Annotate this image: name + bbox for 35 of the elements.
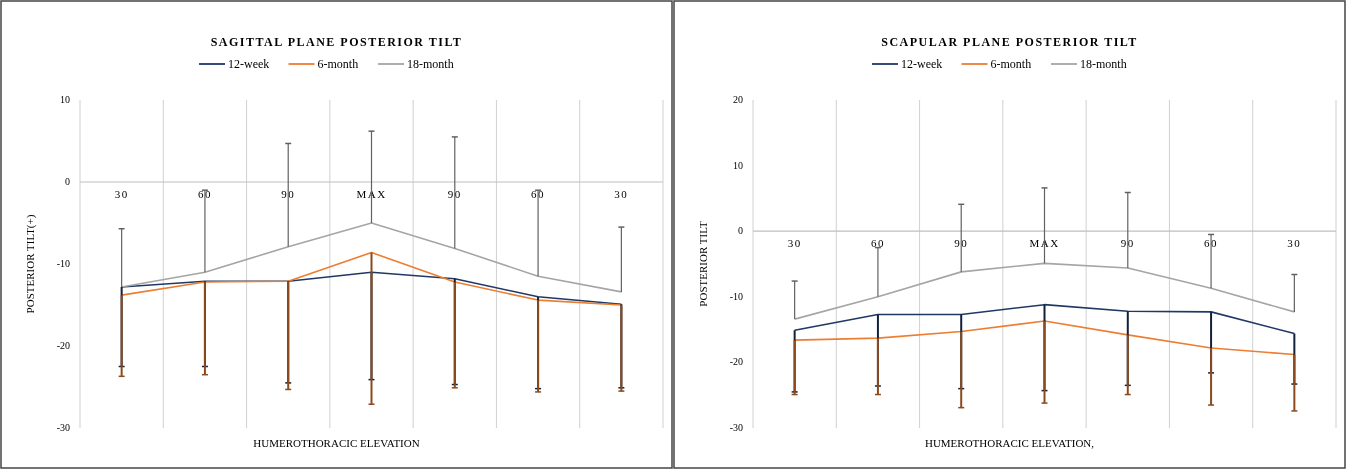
x-tick-label: 30 (787, 237, 802, 250)
x-tick-label: 60 (870, 237, 885, 250)
legend-label: 18-month (407, 57, 454, 71)
y-tick-label: -30 (56, 422, 70, 433)
x-tick-label: 30 (114, 188, 129, 200)
x-tick-label: 90 (447, 188, 462, 200)
legend-label: 18-month (1080, 57, 1127, 71)
y-tick-label: 10 (733, 159, 743, 171)
y-tick-label: -30 (729, 422, 743, 433)
y-tick-label: -20 (729, 356, 743, 368)
x-tick-label: 30 (1287, 237, 1302, 250)
y-tick-label: 0 (65, 176, 70, 187)
legend-label: 6-month (990, 57, 1032, 71)
chart-title: SAGITTAL PLANE POSTERIOR TILT (210, 35, 463, 49)
y-tick-label: 0 (738, 225, 743, 237)
legend-label: 12-week (228, 57, 270, 71)
y-tick-label: 20 (733, 94, 743, 105)
y-axis-title: POSTERIOR TILT(+) (24, 214, 37, 314)
x-tick-label: 90 (1120, 237, 1135, 250)
x-tick-label: 30 (614, 188, 629, 200)
y-tick-label: 10 (60, 94, 70, 105)
chart-title: SCAPULAR PLANE POSTERIOR TILT (881, 35, 1138, 49)
y-axis-title: POSTERIOR TILT (697, 221, 709, 307)
y-tick-label: -10 (56, 258, 70, 269)
x-axis-title: HUMEROTHORACIC ELEVATION (253, 437, 420, 449)
y-tick-label: -10 (729, 290, 743, 302)
x-tick-label: 60 (1204, 237, 1219, 250)
x-tick-label: 90 (281, 188, 296, 200)
y-tick-label: -20 (56, 340, 70, 351)
x-tick-label: 90 (954, 237, 969, 250)
legend-label: 6-month (317, 57, 359, 71)
legend-label: 12-week (901, 57, 943, 71)
x-tick-label: 60 (531, 188, 546, 200)
x-axis-title: HUMEROTHORACIC ELEVATION, (924, 437, 1095, 449)
x-tick-label: 60 (197, 188, 212, 200)
